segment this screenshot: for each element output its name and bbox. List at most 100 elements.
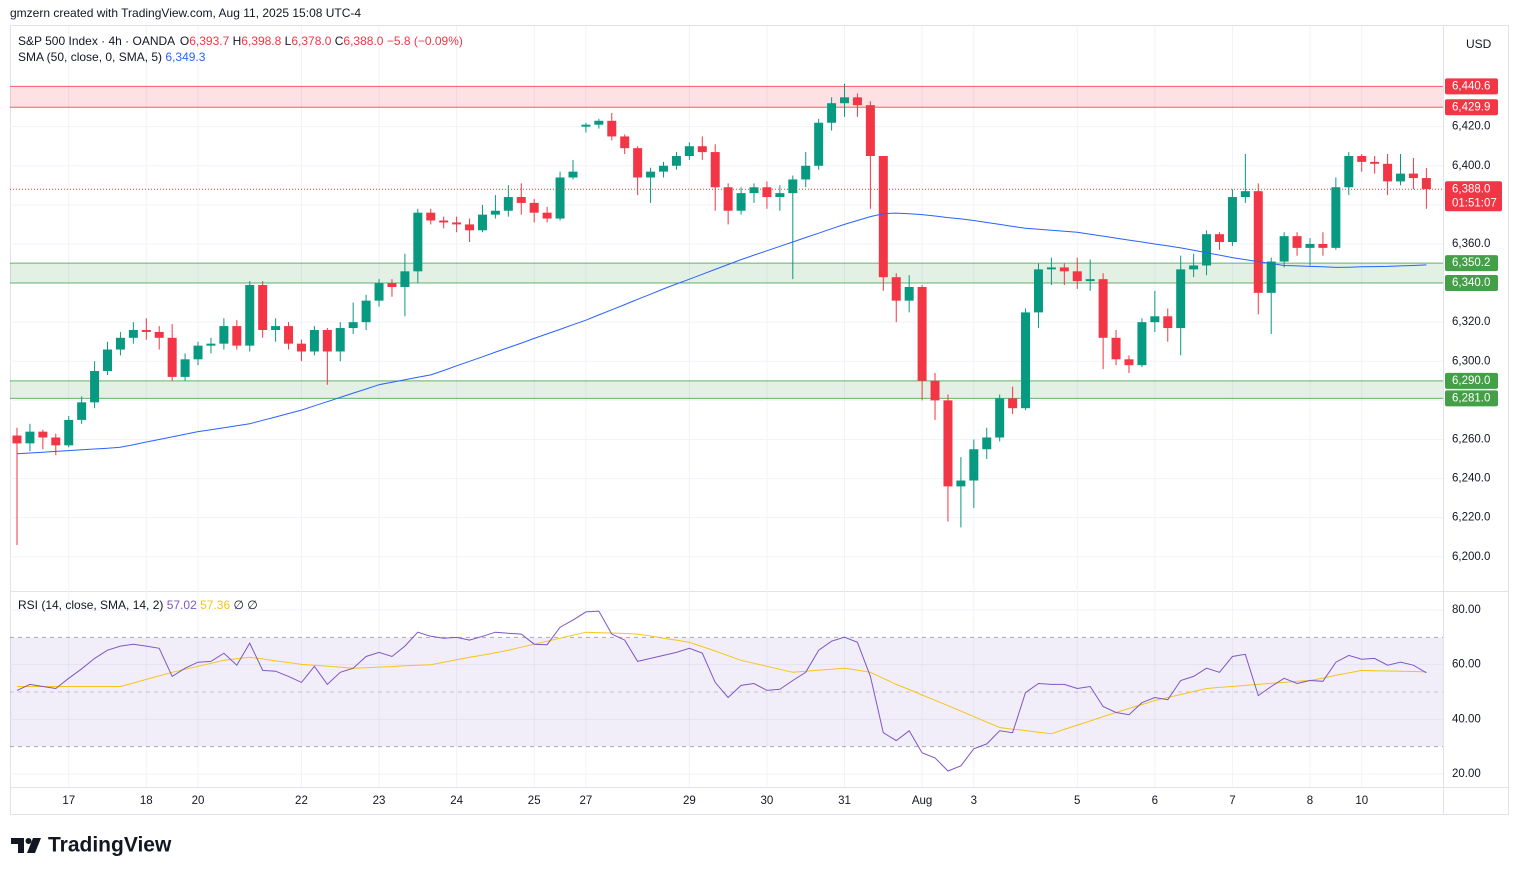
price-badge — [1445, 275, 1498, 292]
x-tick-label: 27 — [580, 795, 593, 807]
y-tick-label: 6,420.0 — [1452, 121, 1490, 133]
candle-body — [322, 329, 332, 352]
candle-body — [646, 171, 656, 178]
legend-value: 6,393.7 — [189, 34, 229, 48]
candle-body — [1318, 243, 1328, 248]
legend-value: 6,378.0 — [291, 34, 331, 48]
logo-icon — [25, 838, 32, 844]
rsi-sma-line — [17, 631, 1427, 735]
symbol-legend: S&P 500 Index · 4h · OANDA O6,393.7 H6,3… — [18, 34, 463, 48]
x-tick-label: 3 — [971, 795, 977, 807]
candle-body — [633, 148, 643, 178]
candle-body — [258, 285, 268, 330]
candle-body — [1421, 178, 1431, 190]
logo: TradingView — [11, 834, 172, 857]
candle-body — [25, 431, 35, 444]
candle-body — [490, 210, 500, 215]
candle-body — [154, 331, 164, 338]
y-tick-label: 20.00 — [1452, 768, 1481, 780]
x-tick-label: 17 — [62, 795, 75, 807]
candle-body — [38, 431, 48, 438]
candle-body — [271, 326, 281, 330]
legend-value: 6,388.0 — [343, 34, 383, 48]
candle-body — [245, 285, 255, 346]
legend-key: L — [285, 34, 292, 48]
candle-body — [594, 120, 604, 125]
x-tick-label: 31 — [838, 795, 851, 807]
x-tick-label: 24 — [450, 795, 463, 807]
candle-body — [309, 329, 319, 352]
candle-body — [1279, 236, 1289, 262]
candle-body — [452, 222, 462, 225]
x-tick-label: 29 — [683, 795, 696, 807]
candle-body — [943, 400, 953, 487]
header: gmzern created with TradingView.com, Aug… — [10, 6, 361, 20]
legend-value: 6,398.8 — [241, 34, 281, 48]
candle-body — [969, 449, 979, 481]
candle-body — [1240, 191, 1250, 198]
y-tick-label: 6,260.0 — [1452, 433, 1490, 445]
candle-body — [12, 435, 22, 444]
sma-value: 6,349.3 — [165, 50, 205, 64]
candle-body — [128, 329, 138, 338]
candle-body — [1124, 359, 1134, 366]
candle-body — [865, 105, 875, 156]
candle-body — [1370, 161, 1380, 164]
legend-key: H — [233, 34, 242, 48]
candle-body — [141, 329, 151, 332]
last-price-label: 6,388.0 — [1452, 183, 1490, 195]
candle-body — [232, 326, 242, 346]
candle-body — [219, 326, 229, 344]
candle-body — [1253, 191, 1263, 293]
candle-body — [801, 165, 811, 180]
legend-key: C — [335, 34, 344, 48]
candle-body — [956, 480, 966, 487]
candle-body — [516, 197, 526, 203]
candle-body — [684, 146, 694, 156]
candle-body — [206, 343, 216, 346]
candle-body — [1331, 187, 1341, 248]
x-tick-label: 8 — [1307, 795, 1313, 807]
zone — [10, 263, 1443, 284]
y-tick-label: 6,320.0 — [1452, 316, 1490, 328]
rsi-line — [16, 610, 1427, 772]
candle-body — [439, 220, 449, 223]
candle-body — [90, 371, 100, 403]
candle-body — [503, 197, 513, 211]
candle-body — [671, 155, 681, 166]
candle-body — [284, 326, 294, 344]
candle-body — [361, 300, 371, 323]
candle-body — [775, 193, 785, 198]
x-tick-label: 20 — [192, 795, 205, 807]
candle-body — [167, 337, 177, 377]
candle-body — [465, 224, 475, 231]
x-tick-label: 5 — [1074, 795, 1080, 807]
candle-body — [51, 437, 61, 446]
candle-body — [1383, 163, 1393, 182]
legend-key: O — [180, 34, 189, 48]
candle-body — [1072, 271, 1082, 282]
price-badge-label: 6,340.0 — [1452, 277, 1490, 289]
candle-body — [1046, 267, 1056, 270]
candle-body — [840, 97, 850, 104]
price-badge — [1445, 78, 1498, 95]
price-badge — [1445, 390, 1498, 407]
candle-body — [1021, 312, 1031, 409]
y-tick-label: 60.00 — [1452, 659, 1481, 671]
candle-body — [878, 155, 888, 278]
price-badge — [1445, 255, 1498, 272]
logo-icon — [27, 838, 41, 853]
y-tick-label: 6,220.0 — [1452, 512, 1490, 524]
candle-body — [1111, 337, 1121, 360]
candle-body — [335, 328, 345, 352]
sma-name: SMA (50, close, 0, SMA, 5) — [18, 50, 162, 64]
candle-body — [555, 177, 565, 219]
x-tick-label: 18 — [140, 795, 153, 807]
candle-body — [1137, 322, 1147, 366]
rsi-value: 57.02 — [167, 598, 197, 612]
candle-body — [568, 171, 578, 178]
candle-body — [788, 179, 798, 194]
symbol: S&P 500 Index · 4h · OANDA — [18, 34, 175, 48]
sma-legend: SMA (50, close, 0, SMA, 5) 6,349.3 — [18, 50, 206, 64]
